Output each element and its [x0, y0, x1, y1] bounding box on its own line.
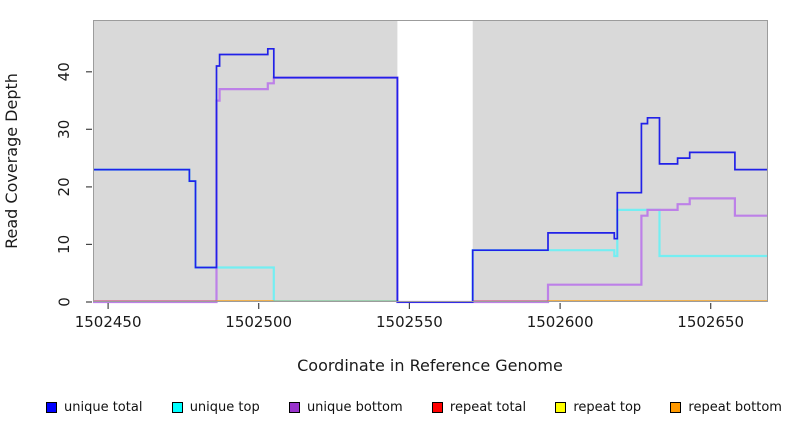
y-tick-label: 30 — [55, 120, 73, 139]
x-tick-label: 1502600 — [527, 313, 594, 331]
x-tick-label: 1502500 — [225, 313, 292, 331]
legend: unique total unique top unique bottom repea… — [46, 398, 782, 416]
legend-item-repeat-top: repeat top — [555, 400, 641, 415]
legend-swatch — [670, 401, 682, 413]
legend-label: repeat top — [573, 399, 642, 415]
legend-item-repeat-bottom: repeat bottom — [670, 400, 782, 415]
legend-label: unique top — [189, 399, 260, 415]
legend-item-unique-bottom: unique bottom — [288, 399, 403, 415]
legend-swatch — [431, 401, 443, 413]
legend-item-unique-total: unique total — [46, 400, 142, 415]
x-tick-label: 1502650 — [677, 313, 744, 331]
panel-border — [93, 20, 768, 302]
y-tick-label: 10 — [55, 235, 73, 254]
x-tick-label: 1502550 — [376, 313, 443, 331]
y-tick-label: 40 — [55, 62, 73, 81]
legend-swatch — [288, 401, 300, 413]
legend-swatch — [555, 401, 567, 413]
legend-label: unique bottom — [306, 399, 403, 415]
x-tick-label: 1502450 — [75, 313, 142, 331]
legend-item-repeat-total: repeat total — [431, 399, 527, 415]
legend-swatch — [46, 401, 57, 413]
legend-swatch — [171, 401, 183, 413]
legend-item-unique-top: unique top — [171, 399, 260, 415]
legend-label: unique total — [64, 399, 143, 415]
y-axis-title: Read Coverage Depth — [2, 73, 21, 249]
x-axis-title: Coordinate in Reference Genome — [297, 356, 563, 375]
y-tick-label: 20 — [55, 177, 73, 196]
series-line-unique-total — [93, 47, 768, 303]
legend-label: repeat total — [449, 399, 527, 415]
masked-region — [397, 20, 473, 302]
legend-label: repeat bottom — [688, 399, 782, 415]
y-tick-label: 0 — [55, 297, 73, 307]
series-line-unique-bottom — [93, 76, 768, 304]
